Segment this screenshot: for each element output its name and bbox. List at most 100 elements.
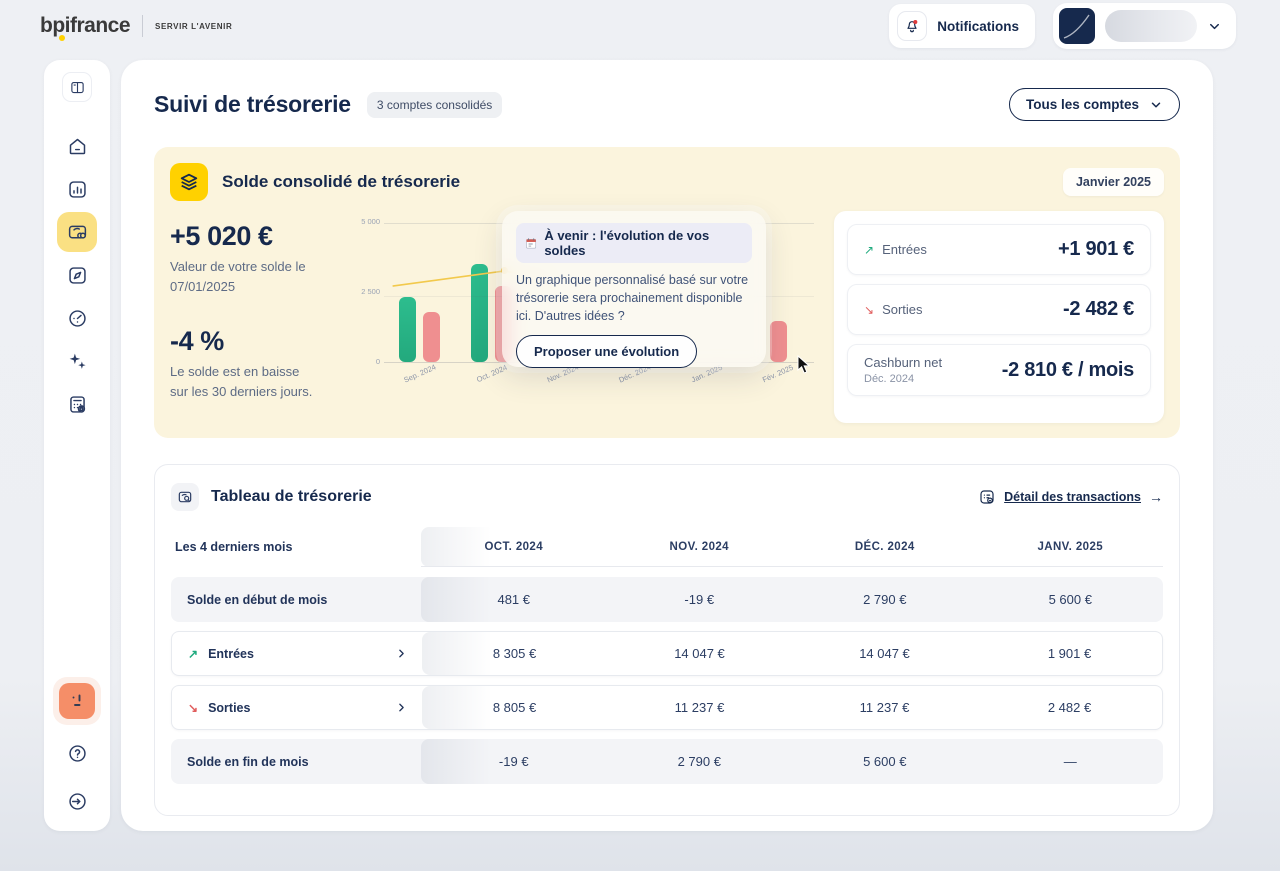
column-header: OCT. 2024 [484,541,544,553]
sidebar [44,60,110,831]
cashburn-period: Déc. 2024 [864,373,915,385]
notifications-button[interactable]: Notifications [889,4,1035,48]
logo-yellow-dot [59,35,65,41]
table-cell-value: — [1063,754,1077,769]
coming-soon-body: Un graphique personnalisé basé sur votre… [516,273,749,323]
table-row: Solde en début de mois 481 € -19 € 2 790 € 5… [171,577,1163,622]
row-label-cell: Solde en début de mois [171,593,421,607]
table-cell-value: 14 047 € [674,646,725,661]
row-label-cell[interactable]: ↘ Sorties [172,701,422,715]
row-label: Sorties [208,700,251,715]
pink-bar [423,312,441,362]
arrow-up-right-icon: ↗ [864,242,875,257]
table-cell-value: 11 237 € [674,700,725,715]
brand-divider [142,15,144,37]
panel-toggle-icon [70,81,84,93]
sidebar-nav [57,126,97,424]
exits-summary[interactable]: ↘ Sorties -2 482 € [847,284,1151,335]
treasury-table-card: Tableau de trésorerie Détail des transac… [154,464,1180,816]
sidebar-item-analytics[interactable] [57,169,97,209]
table-cell-value: 5 600 € [1048,592,1092,607]
arrow-down-right-icon: ↘ [864,302,875,317]
table-cell-value: 481 € [497,592,531,607]
assistant-button[interactable] [53,677,101,725]
entries-value: +1 901 € [1057,238,1134,260]
y-axis-tick: 2 500 [361,287,380,296]
brand-tagline: SERVIR L'AVENIR [155,21,233,31]
propose-evolution-button[interactable]: Proposer une évolution [516,335,698,369]
green-bar [471,264,488,362]
sidebar-toggle-button[interactable] [62,72,92,102]
coming-soon-card: À venir : l'évolution de vos soldes Un g… [502,211,766,369]
gauge-icon [68,309,86,327]
sidebar-item-invoicing[interactable] [57,384,97,424]
chevron-down-icon [1210,23,1219,29]
row-label: Solde en début de mois [187,592,328,607]
sidebar-item-logout[interactable] [57,781,97,821]
account-name-redacted [1105,10,1197,42]
exits-value: -2 482 € [1063,298,1134,320]
column-header: JANV. 2025 [1037,541,1104,553]
bar-chart-icon [68,180,86,198]
chart-month-column [384,224,456,362]
bell-icon [897,11,928,41]
column-header: NOV. 2024 [669,541,729,553]
accounts-filter-label: Tous les comptes [1025,97,1139,112]
arrow-up-right-icon: ↗ [188,646,199,661]
consolidated-balance-card: Solde consolidé de trésorerie Janvier 20… [154,147,1180,438]
sidebar-item-tresorerie[interactable] [57,212,97,252]
row-label-cell[interactable]: ↗ Entrées [172,647,422,661]
bpifrance-logo: bpifrance [40,14,131,41]
table-search-icon [171,483,199,511]
sidebar-item-ai[interactable] [57,341,97,381]
table-cell-value: 2 482 € [1047,700,1092,715]
green-bar [399,297,417,362]
first-column-header: Les 4 derniers mois [175,540,293,554]
topbar: bpifrance SERVIR L'AVENIR Notifications [0,0,1280,52]
chevron-down-icon [1151,101,1161,108]
home-icon [69,138,85,154]
balance-stats: +5 020 € Valeur de votre solde le 07/01/2… [170,211,338,423]
sparkles-icon [69,353,86,369]
transactions-detail-link[interactable]: Détail des transactions → [978,488,1163,506]
table-cell-value: 11 237 € [859,700,910,715]
notifications-label: Notifications [937,18,1019,34]
logout-icon [68,792,86,810]
page-title: Suivi de trésorerie [154,91,351,117]
table-row: Solde en fin de mois -19 € 2 790 € 5 600 € — [171,739,1163,784]
cashburn-value: -2 810 € / mois [1001,358,1135,381]
sidebar-item-explore[interactable] [57,255,97,295]
balance-chart: 5 000 2 500 0 Sep. 2024 Oct. 2024 Nov. 2024 D… [354,211,818,411]
table-header-row: Les 4 derniers mois OCT. 2024 NOV. 2024 DÉ… [171,527,1163,567]
row-label-cell: Solde en fin de mois [171,755,421,769]
assistant-mascot-icon [59,683,95,719]
help-icon [68,744,86,762]
cashburn-summary[interactable]: Cashburn net Déc. 2024 -2 810 € / mois [847,344,1151,396]
brand: bpifrance SERVIR L'AVENIR [40,14,233,41]
wallet-coins-icon [68,225,86,239]
table-row[interactable]: ↘ Sorties 8 805 € 11 237 € 11 237 € 2 482 € [171,685,1163,730]
account-selector[interactable] [1053,3,1236,49]
hero-title: Solde consolidé de trésorerie [222,172,461,191]
y-axis-tick: 0 [375,357,380,366]
monthly-summary-card: ↗ Entrées +1 901 € ↘ Sorties -2 482 € Cash… [834,211,1164,423]
chevron-right-icon[interactable] [395,647,408,660]
sidebar-item-home[interactable] [57,126,97,166]
table-row[interactable]: ↗ Entrées 8 305 € 14 047 € 14 047 € 1 901 € [171,631,1163,676]
pink-bar [769,320,787,362]
y-axis-tick: 5 000 [361,217,380,226]
table-cell-value: -19 € [498,754,529,769]
row-label: Entrées [208,646,254,661]
coming-soon-title: À venir : l'évolution de vos soldes [516,223,752,263]
entries-summary[interactable]: ↗ Entrées +1 901 € [847,224,1151,275]
table-cell-value: 8 805 € [492,700,537,715]
receipt-icon [980,490,994,504]
table-cell-value: 14 047 € [859,646,910,661]
sidebar-item-performance[interactable] [57,298,97,338]
sidebar-item-help[interactable] [57,733,97,773]
accounts-filter-button[interactable]: Tous les comptes [1008,88,1180,121]
arrow-right-icon: → [1149,489,1163,505]
arrow-down-right-icon: ↘ [188,700,199,715]
chevron-right-icon[interactable] [395,701,408,714]
month-badge: Janvier 2025 [1062,168,1164,196]
